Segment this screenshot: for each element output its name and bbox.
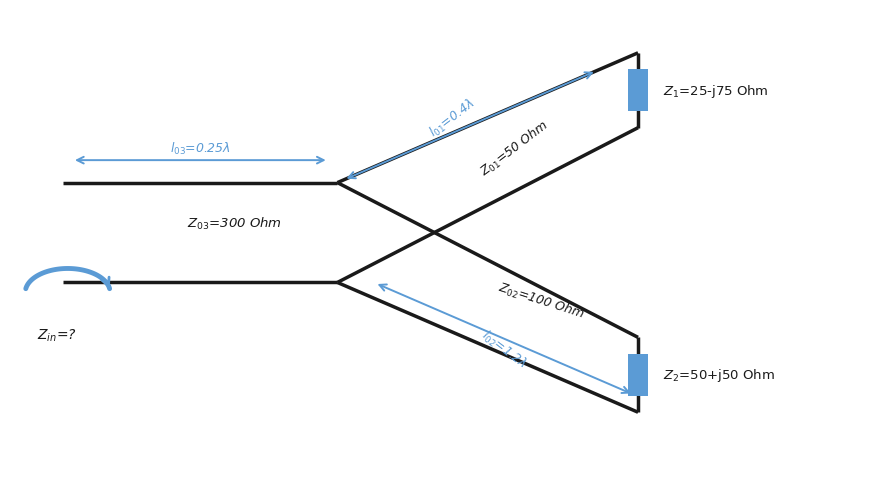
Text: $l_{03}$=0.25λ: $l_{03}$=0.25λ [169,140,230,156]
Bar [627,70,647,112]
Text: $l_{01}$=0.4λ: $l_{01}$=0.4λ [426,96,478,141]
Text: $Z_{03}$=300 Ohm: $Z_{03}$=300 Ohm [187,215,282,231]
Bar [627,354,647,396]
Text: $Z_{01}$=50 Ohm: $Z_{01}$=50 Ohm [477,117,551,179]
Text: $Z_{in}$=?: $Z_{in}$=? [36,327,76,343]
Text: $Z_{02}$=100 Ohm: $Z_{02}$=100 Ohm [495,279,586,322]
Text: $l_{02}$=1.2λ: $l_{02}$=1.2λ [478,327,530,371]
Text: $Z_2$=50+j50 Ohm: $Z_2$=50+j50 Ohm [662,367,774,384]
Text: $Z_1$=25-j75 Ohm: $Z_1$=25-j75 Ohm [662,83,767,100]
